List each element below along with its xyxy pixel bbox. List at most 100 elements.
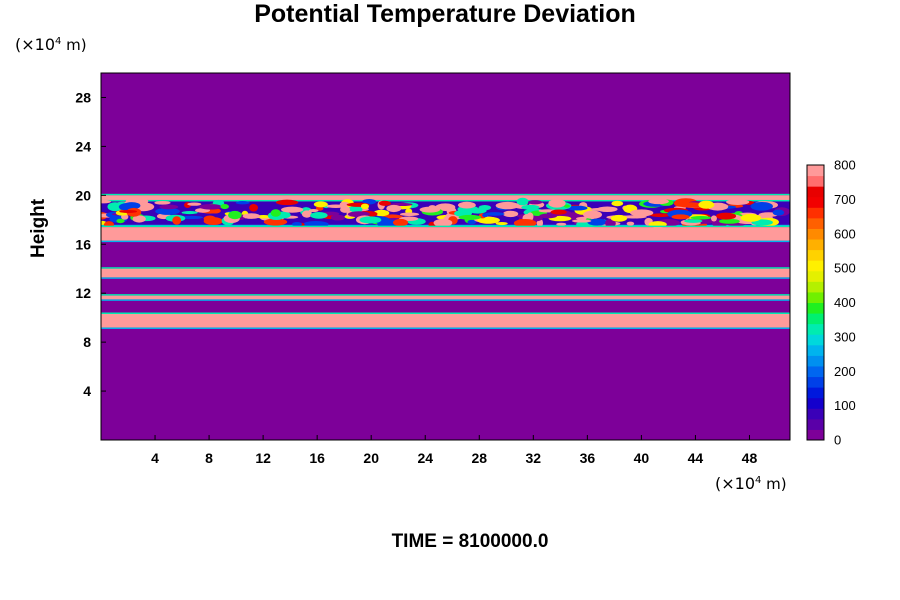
turbulence-cell [457,201,476,209]
turbulence-cell [587,218,607,226]
turbulence-cell [235,201,250,205]
band-edge [101,299,790,301]
colorbar-frame [806,164,825,441]
turbulence-cell [526,212,534,222]
turbulence-cell [308,209,319,213]
colorbar-swatch [807,291,824,303]
colorbar-swatch [807,270,824,282]
colorbar-swatch [807,429,824,441]
turbulence-cell [249,203,259,212]
turbulence-cell [301,210,312,218]
colorbar-swatch [807,387,824,399]
turbulence-cell [101,199,112,204]
colorbar-swatch [807,334,824,346]
turbulence-cell [458,214,482,220]
y-tick-label: 28 [75,89,91,105]
turbulence-cell [684,219,703,223]
turbulence-cell [521,204,540,210]
colorbar-swatch [807,281,824,293]
colorbar-swatch [807,355,824,367]
colorbar-tick-label: 700 [834,192,856,207]
colorbar-swatch [807,376,824,388]
band-edge [101,193,790,196]
colorbar-swatch [807,260,824,272]
colorbar-swatch [807,302,824,314]
colorbar-tick-label: 300 [834,329,856,344]
turbulence-cell [310,211,328,219]
colorbar: 0 100 200 300 400 500 600 700 800 [806,158,856,448]
colorbar-swatch [807,196,824,208]
colorbar-tick-label: 600 [834,226,856,241]
band-edge [101,294,790,296]
colorbar-swatch [807,249,824,261]
turbulence-cell [435,203,456,211]
colorbar-swatch [807,165,824,177]
turbulence-cell [610,214,628,222]
turbulence-cell [467,219,476,225]
x-tick-label: 4 [151,450,159,466]
turbulence-cell [116,218,125,224]
turbulence-cell [563,204,570,208]
heatmap-band [101,268,790,278]
colorbar-swatch [807,175,824,187]
turbulence-cell [132,215,146,223]
turbulence-cell [605,218,616,228]
colorbar-swatch [807,365,824,378]
plot-frame [100,72,791,441]
turbulence-cell [242,213,261,219]
colorbar-swatch [807,408,824,420]
turbulence-cell [484,212,505,216]
turbulence-cell [648,198,669,205]
x-tick-label: 24 [417,450,433,466]
colorbar-tick-label: 0 [834,433,841,448]
x-tick-label: 28 [471,450,487,466]
band-edge [101,277,790,279]
turbulence-cell [556,222,567,226]
y-tick-label: 24 [75,138,91,154]
turbulence-cell [326,204,346,209]
turbulence-cell [772,209,785,216]
turbulence-cell [513,218,537,228]
turbulence-cell [649,213,671,218]
colorbar-tick-label: 500 [834,261,856,276]
turbulence-cell [567,205,588,211]
band-edge [101,312,790,314]
turbulence-cell [583,210,603,219]
turbulence-cell [571,219,592,223]
turbulence-cell [154,200,171,205]
x-tick-label: 20 [363,450,379,466]
heatmap-band [101,313,790,328]
heatmap-band [101,227,790,241]
x-tick-label: 12 [255,450,271,466]
turbulence-cell [495,221,508,226]
turbulence-cell [393,218,409,227]
turbulence-cell [419,206,441,213]
turbulence-cell [726,199,750,206]
turbulence-cell [172,216,182,225]
y-tick-label: 4 [83,383,91,399]
y-tick-label: 20 [75,187,91,203]
heatmap-band [101,195,790,202]
turbulence-cell [611,200,624,207]
turbulence-cell [275,199,299,206]
plot-area [101,73,790,440]
turbulence-cell [199,204,222,210]
turbulence-cell [181,211,198,215]
turbulence-cell [330,214,346,221]
x-axis-unit: (×104 m) [715,474,787,493]
y-axis: 4 8 12 16 20 24 28 [75,89,106,399]
x-tick-label: 48 [742,450,758,466]
x-axis: 4 8 12 16 20 24 28 32 36 40 44 48 [151,435,757,466]
turbulence-cell [386,204,402,213]
turbulence-cell [671,214,690,220]
band-edge [101,327,790,329]
x-tick-label: 36 [580,450,596,466]
turbulence-cell [516,197,529,206]
chart-title: Potential Temperature Deviation [254,0,636,28]
heatmap-band [101,295,790,300]
turbulence-cell [476,216,500,224]
turbulence-cell [710,215,717,222]
turbulence-cell [548,199,566,208]
turbulence-cell [629,209,654,217]
turbulence-cell [313,201,328,208]
